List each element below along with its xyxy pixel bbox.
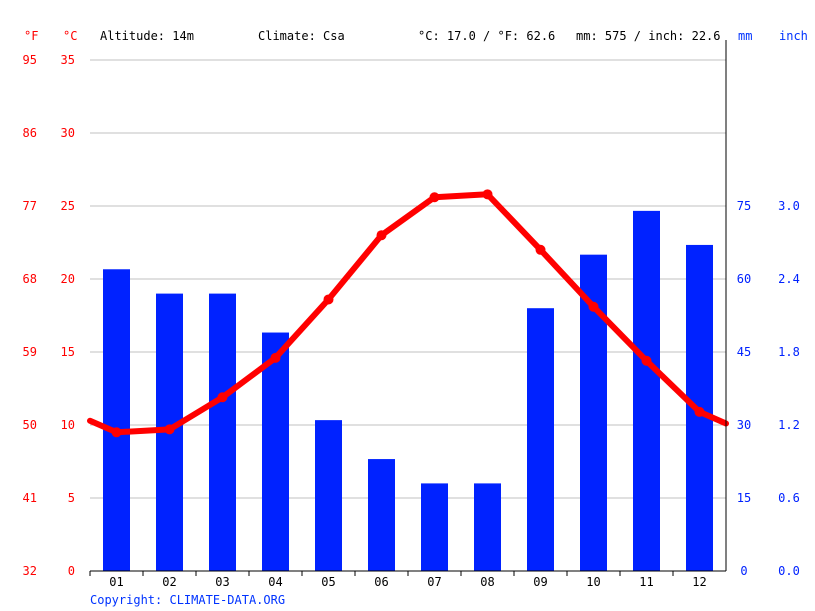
month-tick-label: 08 <box>480 575 494 589</box>
climate-label: Climate: Csa <box>258 29 345 43</box>
fahrenheit-tick-label: 50 <box>23 418 37 432</box>
inch-tick-label: 0.0 <box>778 564 800 578</box>
precipitation-bar <box>421 483 448 571</box>
altitude-label: Altitude: 14m <box>100 29 194 43</box>
temperature-point <box>376 230 387 241</box>
temperature-point <box>588 301 599 312</box>
celsius-tick-label: 15 <box>61 345 75 359</box>
fahrenheit-tick-label: 86 <box>23 126 37 140</box>
mm-tick-label: 75 <box>737 199 751 213</box>
fahrenheit-tick-label: 59 <box>23 345 37 359</box>
inch-tick-label: 1.2 <box>778 418 800 432</box>
copyright-label: Copyright: CLIMATE-DATA.ORG <box>90 593 285 607</box>
mm-unit-label: mm <box>738 29 752 43</box>
month-tick-label: 01 <box>109 575 123 589</box>
month-tick-label: 04 <box>268 575 282 589</box>
inch-tick-label: 0.6 <box>778 491 800 505</box>
fahrenheit-unit-label: °F <box>24 29 38 43</box>
precipitation-bar <box>262 332 289 571</box>
mm-tick-label: 15 <box>737 491 751 505</box>
month-tick-label: 03 <box>215 575 229 589</box>
grid-lines <box>90 59 726 499</box>
mm-tick-label: 30 <box>737 418 751 432</box>
month-tick-label: 07 <box>427 575 441 589</box>
precipitation-bar <box>368 459 395 571</box>
precipitation-bar <box>633 210 660 571</box>
fahrenheit-tick-label: 41 <box>23 491 37 505</box>
month-tick-label: 10 <box>586 575 600 589</box>
temperature-point <box>535 244 546 255</box>
fahrenheit-tick-label: 95 <box>23 53 37 67</box>
total-precipitation-label: mm: 575 / inch: 22.6 <box>576 29 721 43</box>
temperature-point <box>323 294 334 305</box>
precipitation-bar <box>474 483 501 571</box>
inch-tick-label: 2.4 <box>778 272 800 286</box>
precipitation-bar <box>527 308 554 571</box>
precipitation-bar <box>315 420 342 571</box>
celsius-unit-label: °C <box>63 29 77 43</box>
celsius-tick-label: 5 <box>68 491 75 505</box>
temperature-point <box>429 192 440 203</box>
temperature-point <box>482 189 493 200</box>
temperature-point <box>217 392 228 403</box>
fahrenheit-tick-label: 32 <box>23 564 37 578</box>
month-tick-label: 09 <box>533 575 547 589</box>
fahrenheit-tick-label: 68 <box>23 272 37 286</box>
temperature-point <box>641 355 652 366</box>
celsius-tick-label: 25 <box>61 199 75 213</box>
celsius-tick-label: 10 <box>61 418 75 432</box>
chart-header: °F °C Altitude: 14m Climate: Csa °C: 17.… <box>24 29 808 43</box>
axes: 0 32 5 41 10 50 15 59 20 68 25 77 30 86 35 95 0 0.0 15 0.6 3… <box>23 40 800 589</box>
month-tick-label: 05 <box>321 575 335 589</box>
temperature-series-line <box>87 191 729 436</box>
month-tick-label: 12 <box>692 575 706 589</box>
fahrenheit-tick-label: 77 <box>23 199 37 213</box>
precipitation-bar <box>209 293 236 571</box>
mm-tick-label: 0 <box>740 564 747 578</box>
average-temperature-label: °C: 17.0 / °F: 62.6 <box>418 29 555 43</box>
inch-tick-label: 3.0 <box>778 199 800 213</box>
inch-tick-label: 1.8 <box>778 345 800 359</box>
temperature-point <box>270 352 281 363</box>
temperature-point <box>164 424 175 435</box>
inch-unit-label: inch <box>779 29 808 43</box>
celsius-tick-label: 0 <box>68 564 75 578</box>
temperature-point <box>111 427 122 438</box>
mm-tick-label: 60 <box>737 272 751 286</box>
temperature-point <box>694 406 705 417</box>
celsius-tick-label: 20 <box>61 272 75 286</box>
celsius-tick-label: 30 <box>61 126 75 140</box>
celsius-tick-label: 35 <box>61 53 75 67</box>
mm-tick-label: 45 <box>737 345 751 359</box>
month-tick-label: 06 <box>374 575 388 589</box>
month-tick-label: 11 <box>639 575 653 589</box>
temperature-line <box>87 189 729 438</box>
precipitation-bar <box>103 269 130 571</box>
precipitation-bars <box>103 210 713 571</box>
month-tick-label: 02 <box>162 575 176 589</box>
